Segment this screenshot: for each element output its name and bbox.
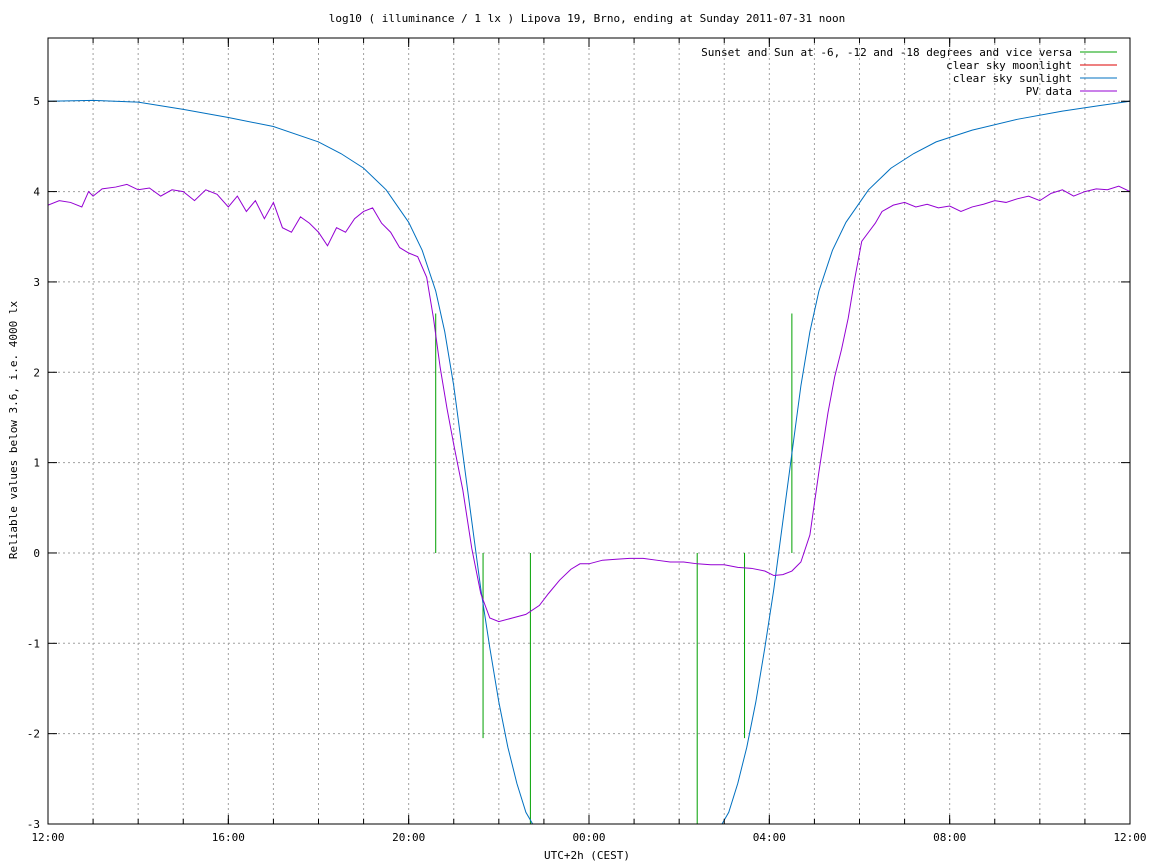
x-tick-label: 00:00 xyxy=(572,831,605,844)
plot-border xyxy=(47,37,1131,825)
pv-data-line xyxy=(48,183,1130,623)
x-tick-label: 04:00 xyxy=(753,831,786,844)
grid xyxy=(48,38,1130,824)
chart-title: log10 ( illuminance / 1 lx ) Lipova 19, … xyxy=(329,12,846,25)
y-axis-label: Reliable values below 3.6, i.e. 4000 lx xyxy=(7,300,20,559)
x-tick-label: 16:00 xyxy=(212,831,245,844)
y-tick-label: -1 xyxy=(27,637,40,650)
x-tick-label: 08:00 xyxy=(933,831,966,844)
y-tick-label: 5 xyxy=(33,95,40,108)
y-tick-label: -3 xyxy=(27,818,40,831)
x-tick-label: 12:00 xyxy=(1113,831,1146,844)
clear-sky-sunlight-dusk-line xyxy=(48,99,534,824)
legend-entry-label: clear sky moonlight xyxy=(946,59,1072,72)
y-tick-label: 4 xyxy=(33,186,40,199)
legend: Sunset and Sun at -6, -12 and -18 degree… xyxy=(701,46,1117,98)
legend-entry-label: PV data xyxy=(1026,85,1072,98)
y-tick-label: 0 xyxy=(33,547,40,560)
legend-entry-label: clear sky sunlight xyxy=(953,72,1072,85)
y-tick-label: 3 xyxy=(33,276,40,289)
x-axis-label: UTC+2h (CEST) xyxy=(544,849,630,862)
clear-sky-sunlight-dawn-line xyxy=(721,100,1130,824)
legend-entry-label: Sunset and Sun at -6, -12 and -18 degree… xyxy=(701,46,1072,59)
series-layer xyxy=(48,99,1130,824)
x-tick-label: 12:00 xyxy=(31,831,64,844)
y-tick-label: 2 xyxy=(33,366,40,379)
x-tick-label: 20:00 xyxy=(392,831,425,844)
y-tick-label: -2 xyxy=(27,728,40,741)
axes: 12:00 16:00 20:00 00:00 04:00 08:00 12:00-3-2-… xyxy=(27,37,1147,844)
y-tick-label: 1 xyxy=(33,457,40,470)
